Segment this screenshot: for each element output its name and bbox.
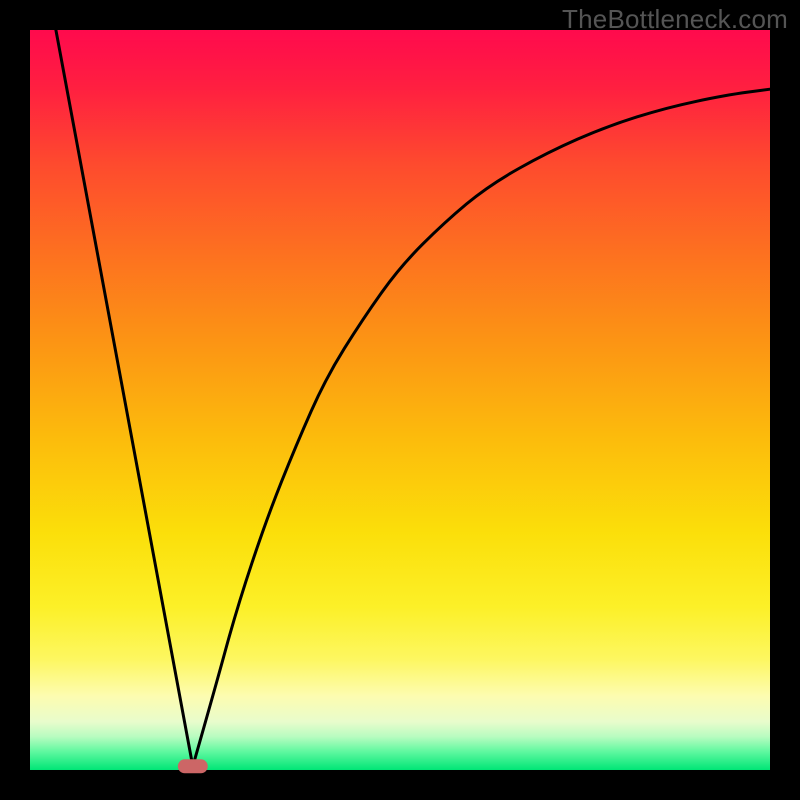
watermark-text: TheBottleneck.com: [562, 4, 788, 35]
plot-area: [30, 30, 770, 770]
bottleneck-chart: [0, 0, 800, 800]
optimum-marker: [178, 759, 208, 773]
